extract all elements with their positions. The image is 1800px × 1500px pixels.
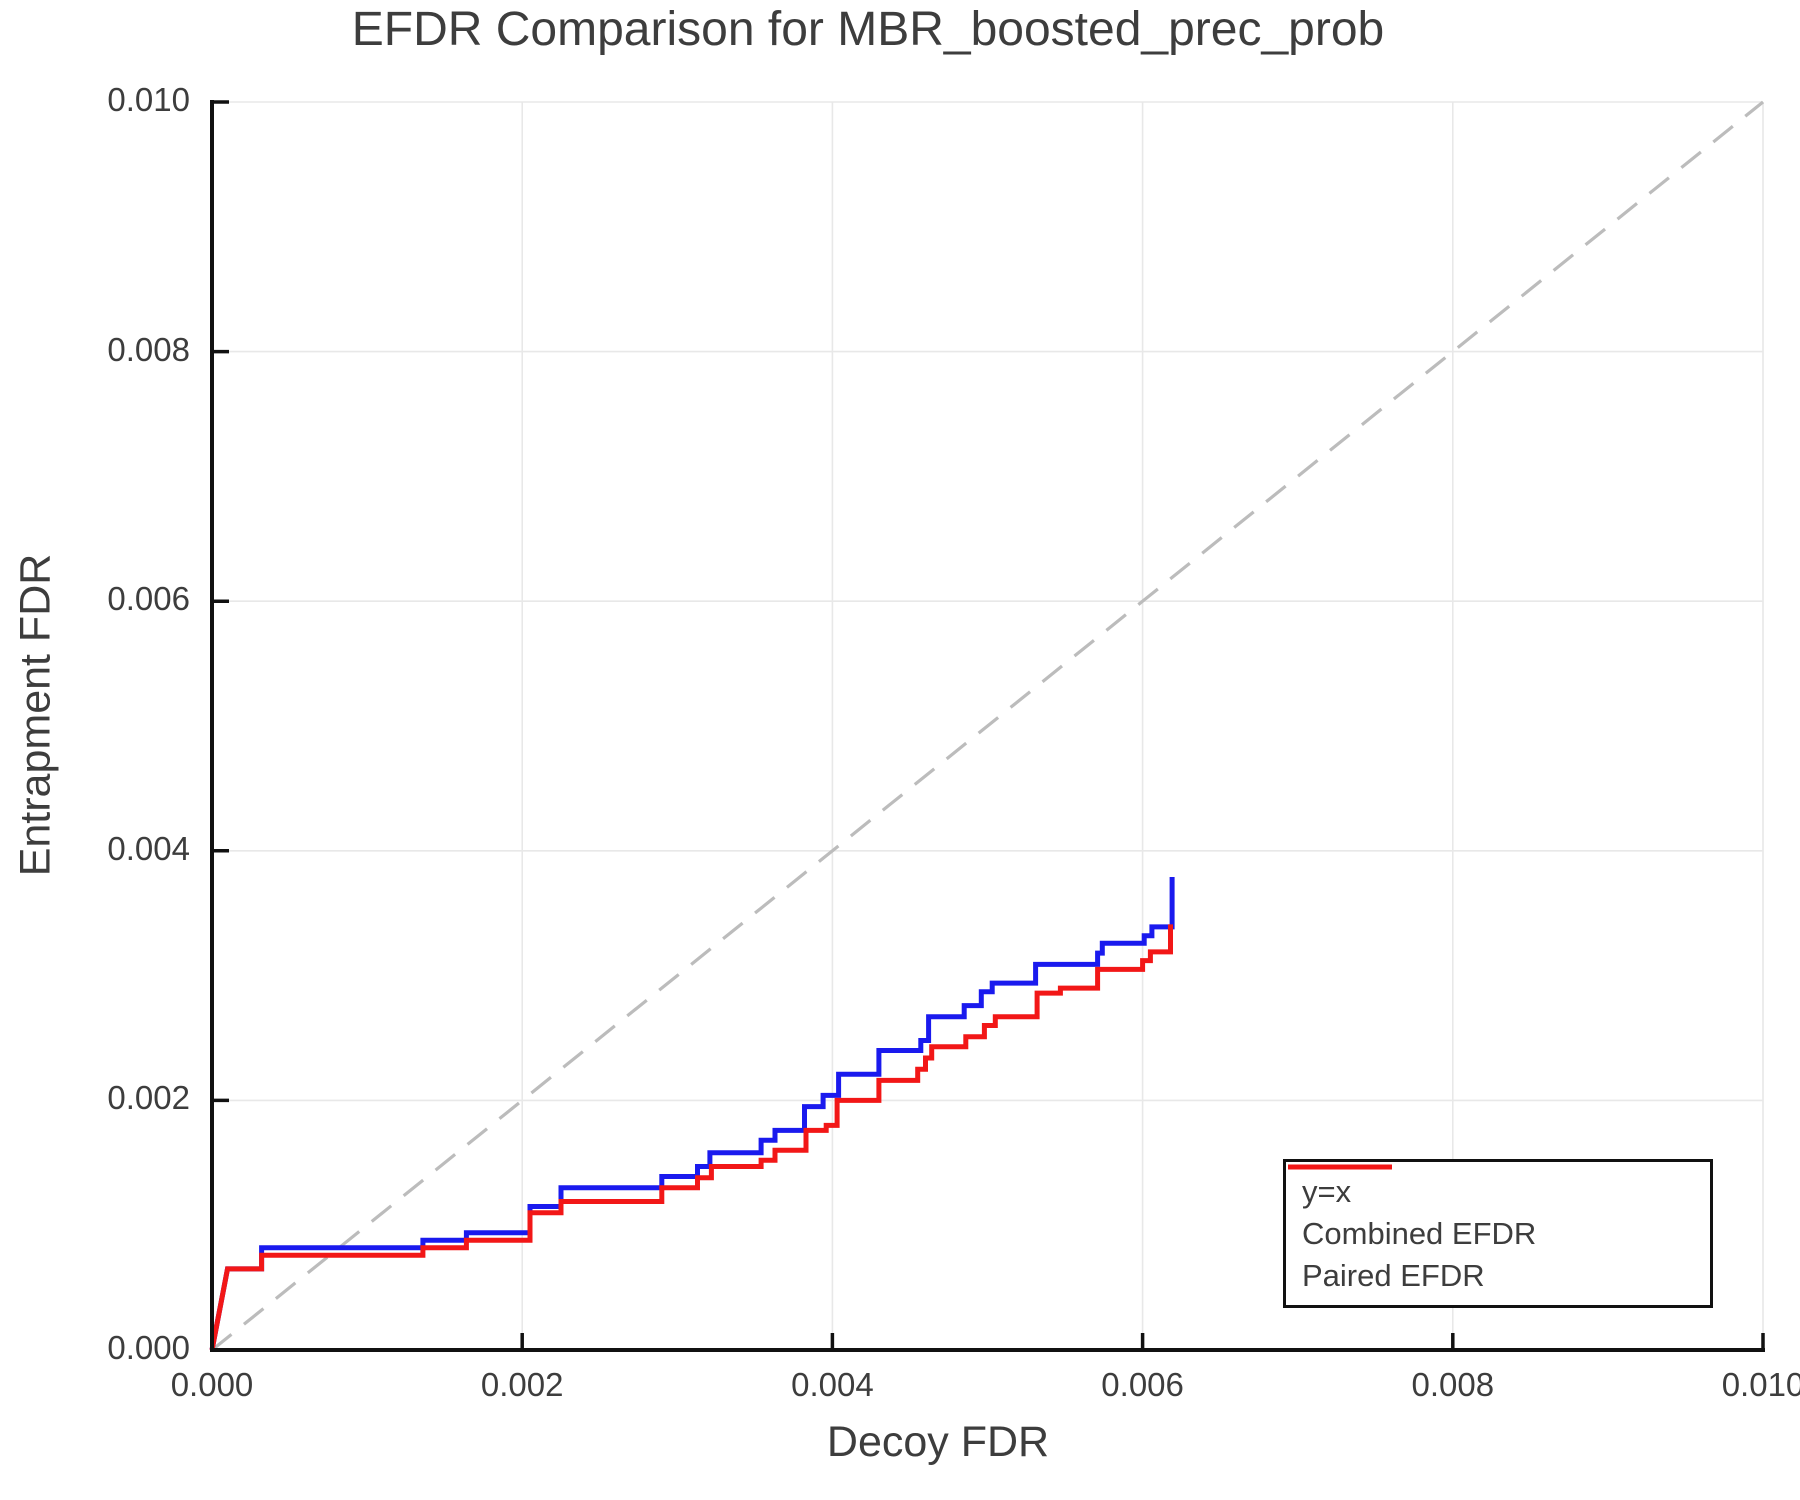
y-tick-label: 0.006 <box>107 580 190 618</box>
legend-item-paired-efdr: Paired EFDR <box>1288 1164 1710 1297</box>
legend-label: Paired EFDR <box>1302 1257 1485 1293</box>
legend-label: y=x <box>1302 1173 1352 1209</box>
y-tick-label: 0.008 <box>107 330 190 368</box>
red-line-swatch <box>1288 1164 1392 1170</box>
legend-item-yx: y=x <box>1288 1165 1710 1213</box>
y-tick-label: 0.010 <box>107 81 190 118</box>
x-tick-label: 0.008 <box>1411 1366 1495 1403</box>
diagonal-reference-line <box>210 100 1765 1352</box>
series-line-combined-efdr <box>209 877 1175 1351</box>
y-tick-label: 0.000 <box>107 1329 190 1366</box>
legend-label: Combined EFDR <box>1302 1215 1537 1251</box>
legend: y=x Combined EFDR Paired EFDR <box>1283 1159 1713 1308</box>
y-tick-label: 0.004 <box>107 829 190 867</box>
x-tick-label: 0.000 <box>170 1366 254 1403</box>
chart-title: EFDR Comparison for MBR_boosted_prec_pro… <box>351 3 1385 56</box>
x-tick-label: 0.006 <box>1101 1366 1184 1403</box>
x-tick-label: 0.004 <box>791 1366 874 1403</box>
series-line-paired-efdr <box>209 924 1173 1351</box>
x-tick-label: 0.010 <box>1721 1366 1800 1403</box>
x-axis-label: Decoy FDR <box>826 1418 1050 1466</box>
y-tick-label: 0.002 <box>107 1079 190 1117</box>
legend-item-combined-efdr: Combined EFDR <box>1288 1164 1710 1255</box>
x-tick-label: 0.002 <box>480 1366 564 1403</box>
